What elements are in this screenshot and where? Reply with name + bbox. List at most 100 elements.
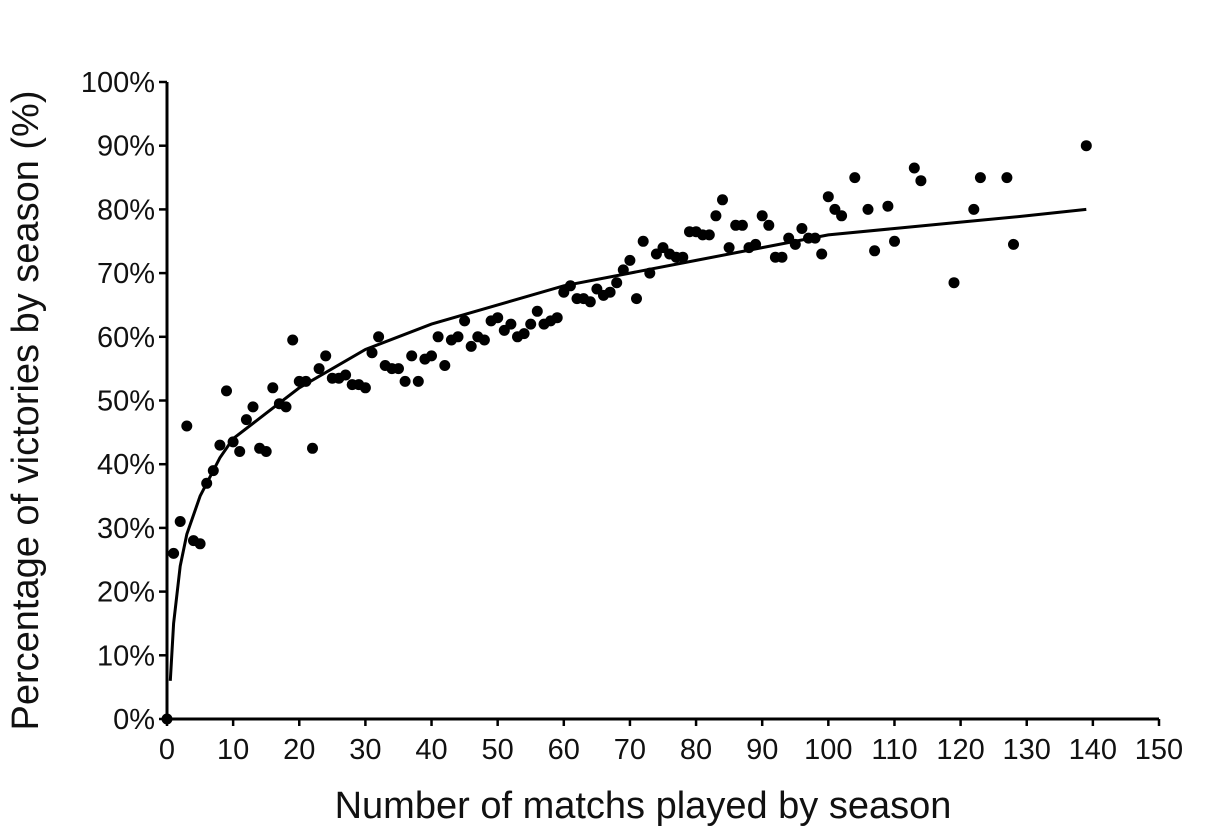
x-tick-label: 100	[804, 734, 852, 766]
data-point	[459, 315, 471, 327]
data-point	[234, 446, 246, 457]
data-point	[822, 191, 834, 203]
y-tick-label: 70%	[97, 258, 155, 290]
data-point	[531, 305, 543, 317]
data-point	[267, 382, 279, 394]
data-point	[287, 334, 299, 346]
data-point	[478, 334, 490, 346]
data-point	[1001, 172, 1013, 184]
data-point	[207, 465, 219, 477]
data-point	[320, 350, 332, 362]
data-point	[723, 242, 735, 254]
x-tick-label: 110	[871, 734, 917, 766]
x-tick-label: 70	[614, 734, 646, 766]
data-point	[406, 350, 418, 362]
data-point	[432, 331, 444, 343]
x-tick-label: 30	[349, 734, 381, 766]
data-point	[584, 296, 596, 308]
data-point	[862, 203, 874, 215]
data-point	[1008, 238, 1019, 250]
data-point	[816, 248, 828, 260]
x-tick-label: 20	[283, 734, 315, 766]
x-tick-label: 120	[936, 734, 984, 766]
data-point	[194, 538, 206, 550]
data-point	[161, 713, 173, 725]
data-point	[240, 414, 252, 426]
data-point	[221, 385, 232, 397]
data-point	[168, 547, 180, 559]
y-tick-label: 60%	[97, 322, 155, 354]
data-point	[564, 280, 576, 292]
data-point	[181, 420, 193, 432]
data-point	[505, 318, 517, 330]
data-point	[393, 363, 404, 375]
data-point	[849, 172, 861, 184]
data-point	[426, 350, 437, 362]
data-point	[869, 245, 881, 257]
y-tick-label: 0%	[113, 704, 155, 736]
data-point	[750, 238, 762, 250]
trend-layer	[168, 207, 1087, 681]
data-point	[836, 210, 848, 222]
data-point	[452, 331, 464, 343]
data-point	[518, 328, 530, 340]
data-point	[492, 312, 504, 324]
ticks: 0 10 20 30 40 50 60 70 80 90 100 110 120 130 140 150 0% 1…	[81, 67, 1183, 766]
data-point	[227, 436, 239, 448]
data-point	[617, 264, 629, 276]
data-point	[809, 232, 821, 244]
x-tick-label: 10	[217, 734, 249, 766]
data-point	[604, 286, 616, 298]
data-point	[174, 516, 186, 527]
data-point	[439, 360, 451, 371]
data-point	[551, 312, 563, 324]
x-tick-label: 130	[1003, 734, 1051, 766]
data-point	[373, 331, 385, 343]
x-tick-label: 150	[1135, 734, 1183, 766]
data-point	[974, 172, 986, 184]
data-points	[161, 140, 1092, 725]
x-tick-label: 50	[482, 734, 514, 766]
data-point	[280, 401, 292, 413]
data-point	[763, 219, 775, 231]
data-point	[889, 235, 900, 247]
x-tick-label: 90	[746, 734, 778, 766]
x-tick-label: 140	[1069, 734, 1117, 766]
y-tick-label: 40%	[97, 449, 155, 481]
y-tick-label: 10%	[97, 640, 155, 672]
data-point	[968, 203, 980, 215]
data-point	[948, 277, 960, 289]
data-point	[637, 235, 649, 247]
data-point	[882, 200, 894, 212]
data-point	[412, 375, 424, 387]
x-tick-label: 0	[159, 734, 175, 766]
data-point	[307, 442, 318, 454]
data-point	[756, 210, 768, 222]
y-tick-label: 90%	[97, 131, 155, 163]
data-point	[359, 382, 371, 394]
data-point	[247, 401, 259, 413]
x-tick-label: 80	[680, 734, 712, 766]
data-point	[717, 194, 728, 206]
data-point	[789, 238, 801, 250]
data-point	[736, 219, 748, 231]
data-point	[631, 293, 642, 305]
data-point	[313, 363, 325, 375]
data-point	[525, 318, 537, 330]
data-point	[644, 267, 656, 279]
y-tick-label: 100%	[81, 67, 155, 99]
data-point	[710, 210, 722, 222]
data-point	[624, 254, 636, 266]
trend-line	[168, 207, 1087, 681]
x-tick-label: 60	[548, 734, 580, 766]
data-point	[260, 446, 272, 457]
x-axis-title: Number of matchs played by season	[335, 785, 952, 827]
data-point	[300, 375, 312, 387]
data-point	[908, 162, 920, 174]
y-axis-title: Percentage of victories by season (%)	[5, 91, 47, 731]
data-point	[465, 340, 477, 352]
data-point	[677, 251, 689, 263]
data-point	[201, 477, 213, 489]
data-point	[214, 439, 226, 451]
